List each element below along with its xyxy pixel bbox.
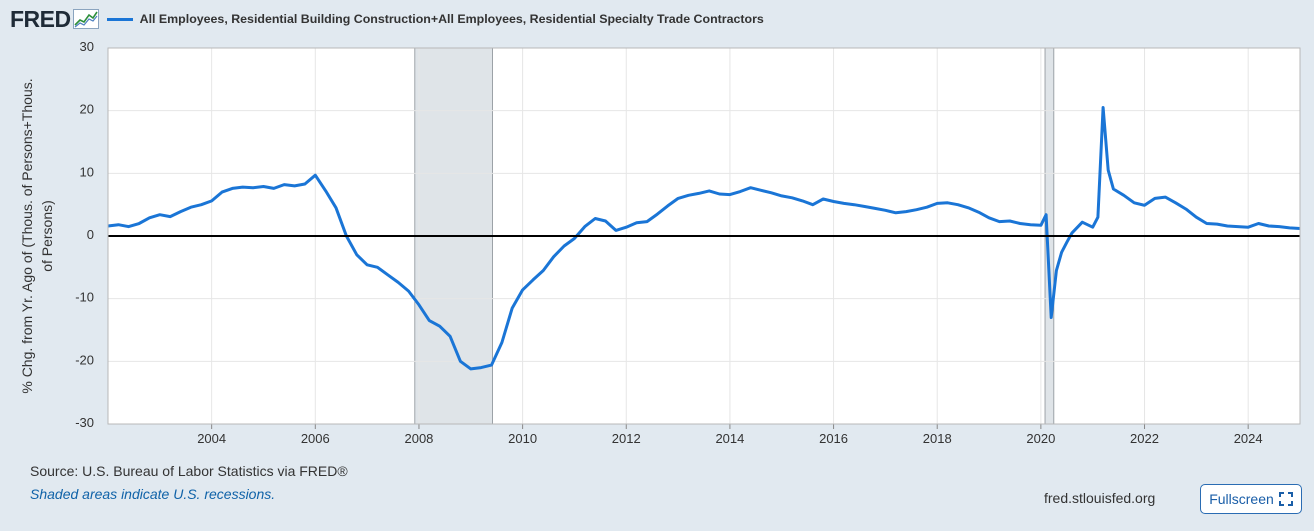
y-axis-label-line2: of Persons) [39, 200, 55, 272]
recession-note: Shaded areas indicate U.S. recessions. [30, 486, 276, 502]
fullscreen-button[interactable]: Fullscreen [1200, 484, 1302, 514]
x-tick-label: 2016 [819, 431, 848, 446]
site-url: fred.stlouisfed.org [1044, 490, 1156, 506]
y-axis-label-line1: % Chg. from Yr. Ago of (Thous. of Person… [19, 78, 35, 393]
fullscreen-label: Fullscreen [1209, 491, 1274, 507]
expand-icon [1278, 492, 1293, 506]
plot-border [107, 47, 1301, 425]
y-tick-label: 30 [80, 39, 94, 54]
x-tick-label: 2012 [612, 431, 641, 446]
y-tick-label: -30 [75, 415, 94, 430]
y-tick-label: -10 [75, 290, 94, 305]
fred-graph-icon [72, 9, 99, 29]
y-tick-label: -20 [75, 352, 94, 367]
y-tick-label: 10 [80, 164, 94, 179]
x-tick-label: 2006 [301, 431, 330, 446]
fred-logo-text: FRED [10, 5, 71, 32]
series-line [107, 106, 1301, 371]
legend-series-label: All Employees, Residential Building Cons… [139, 12, 764, 26]
y-tick-label: 0 [87, 227, 94, 242]
chart-header: FRED All Employees, Residential Building… [10, 6, 764, 32]
x-tick-label: 2022 [1130, 431, 1159, 446]
x-tick-label: 2004 [197, 431, 226, 446]
x-tick-label: 2014 [715, 431, 744, 446]
source-note: Source: U.S. Bureau of Labor Statistics … [30, 463, 348, 479]
x-tick-label: 2008 [404, 431, 433, 446]
x-tick-label: 2010 [508, 431, 537, 446]
x-tick-label: 2020 [1026, 431, 1055, 446]
x-tick-label: 2024 [1234, 431, 1263, 446]
chart-legend[interactable]: All Employees, Residential Building Cons… [106, 12, 764, 26]
legend-swatch [106, 17, 133, 21]
x-tick-label: 2018 [923, 431, 952, 446]
y-tick-label: 20 [80, 102, 94, 117]
